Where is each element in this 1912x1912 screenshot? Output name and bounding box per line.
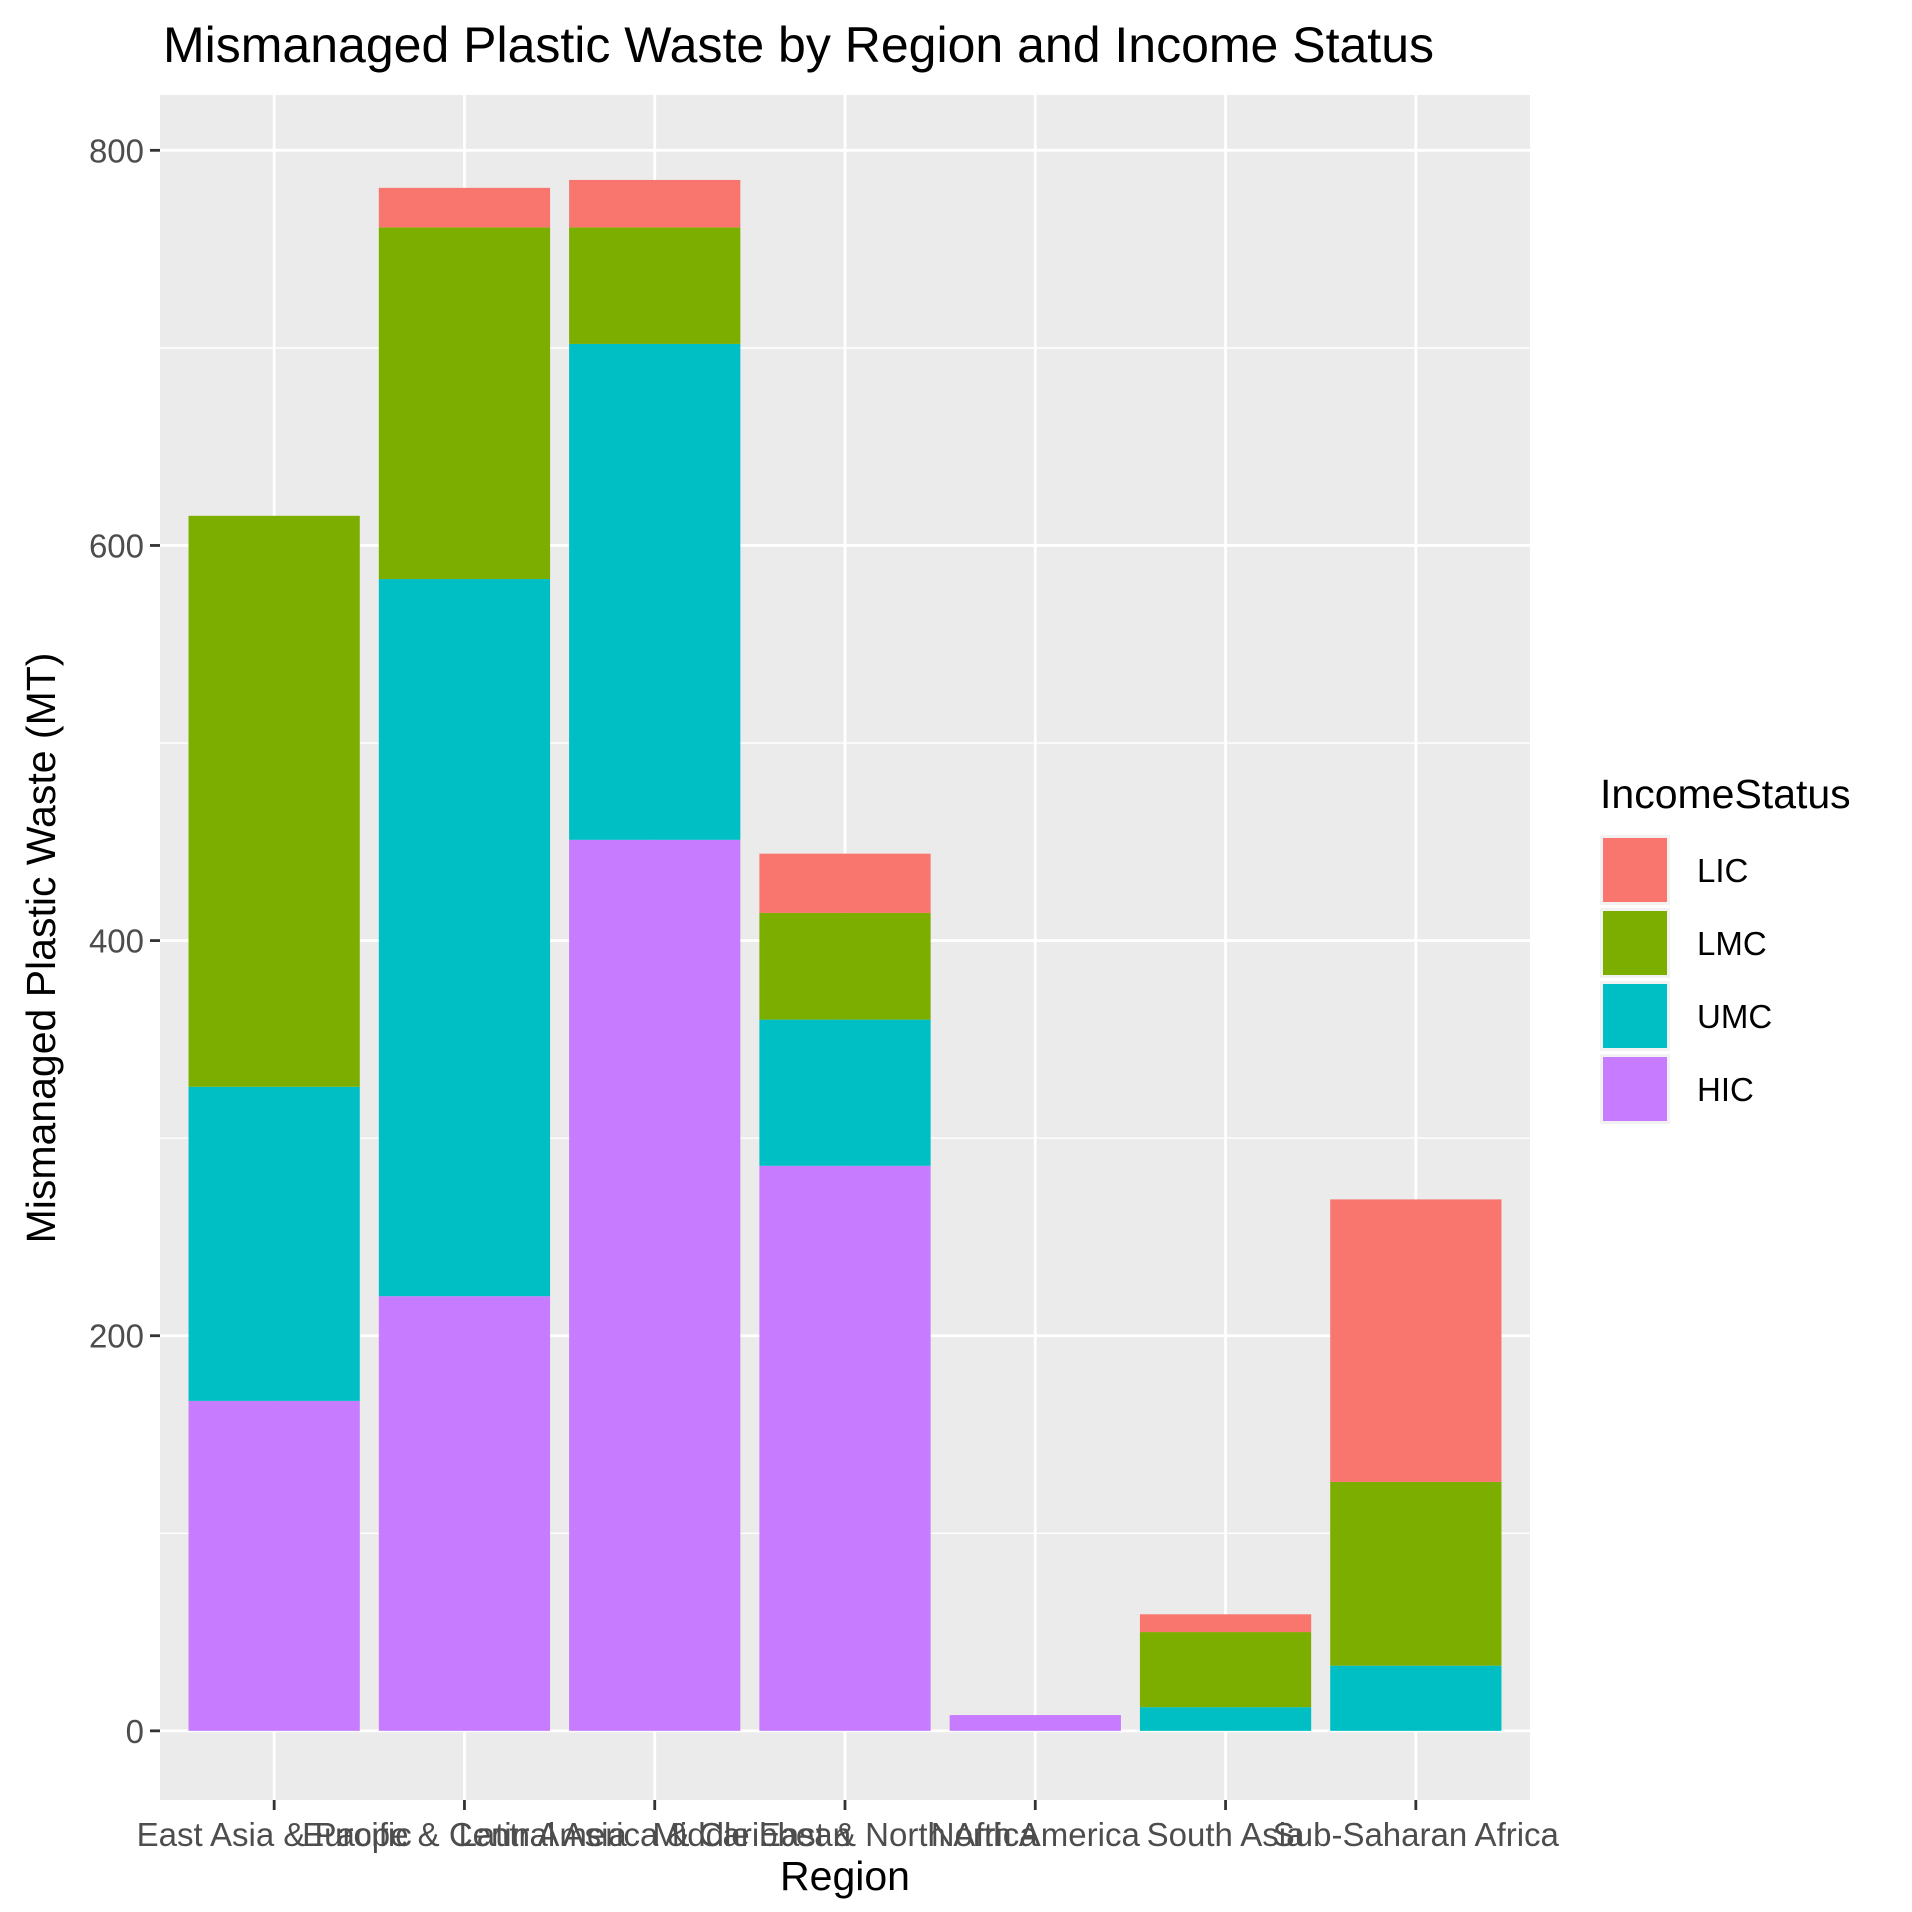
bar-segment-hic bbox=[759, 1165, 931, 1731]
bar-segment-umc bbox=[569, 343, 741, 840]
y-axis-title: Mismanaged Plastic Waste (MT) bbox=[18, 653, 64, 1244]
bar-segment-hic bbox=[188, 1400, 360, 1731]
y-tick-label: 800 bbox=[89, 132, 144, 169]
legend-swatch-lic bbox=[1603, 838, 1667, 902]
legend-label-umc: UMC bbox=[1697, 998, 1772, 1035]
legend: IncomeStatus LIC LMC UMC HIC bbox=[1600, 771, 1851, 1124]
x-tick-label: South Asia bbox=[1147, 1816, 1305, 1853]
bar-segment-umc bbox=[378, 579, 551, 1297]
bar-segment-umc bbox=[1330, 1665, 1502, 1731]
bar-segment-umc bbox=[1139, 1707, 1312, 1731]
x-tick-label: North America bbox=[931, 1816, 1141, 1853]
x-tick-label: Sub-Saharan Africa bbox=[1273, 1816, 1560, 1853]
bar-segment-lmc bbox=[188, 515, 360, 1087]
y-axis: 0 200 400 600 800 bbox=[89, 132, 160, 1750]
bar-segment-hic bbox=[949, 1715, 1121, 1731]
bar-segment-umc bbox=[188, 1086, 360, 1401]
y-tick-label: 200 bbox=[89, 1318, 144, 1355]
y-tick-label: 0 bbox=[126, 1713, 144, 1750]
bar-segment-lic bbox=[1139, 1614, 1312, 1633]
x-tick-label: East Asia & Pacific bbox=[137, 1816, 412, 1853]
bars bbox=[188, 179, 1502, 1731]
bar-segment-lmc bbox=[569, 227, 741, 344]
bar-segment-hic bbox=[569, 839, 741, 1731]
legend-swatch-lmc bbox=[1603, 911, 1667, 975]
y-tick-label: 400 bbox=[89, 923, 144, 960]
bar-segment-lic bbox=[569, 179, 741, 228]
x-tick-label: Latin America & Caribbean bbox=[458, 1816, 851, 1853]
legend-swatch-umc bbox=[1603, 984, 1667, 1048]
legend-label-hic: HIC bbox=[1697, 1071, 1754, 1108]
bar-segment-lmc bbox=[1330, 1481, 1502, 1666]
x-tick-label: Middle East & North Africa bbox=[652, 1816, 1038, 1853]
bar-segment-lic bbox=[378, 187, 551, 228]
x-tick-label: Europe & Central Asia bbox=[302, 1816, 627, 1853]
bar-segment-lic bbox=[759, 853, 931, 913]
bar-segment-lic bbox=[1330, 1199, 1502, 1482]
bar-segment-lmc bbox=[1139, 1632, 1312, 1708]
chart-title: Mismanaged Plastic Waste by Region and I… bbox=[163, 17, 1434, 73]
legend-title: IncomeStatus bbox=[1600, 771, 1851, 817]
legend-label-lic: LIC bbox=[1697, 852, 1748, 889]
bar-segment-hic bbox=[378, 1296, 551, 1731]
y-tick-label: 600 bbox=[89, 527, 144, 564]
bar-segment-umc bbox=[759, 1019, 931, 1166]
x-axis-title: Region bbox=[780, 1853, 910, 1899]
legend-swatch-hic bbox=[1603, 1057, 1667, 1121]
legend-label-lmc: LMC bbox=[1697, 925, 1767, 962]
bar-segment-lmc bbox=[378, 227, 551, 580]
bar-segment-lmc bbox=[759, 912, 931, 1020]
